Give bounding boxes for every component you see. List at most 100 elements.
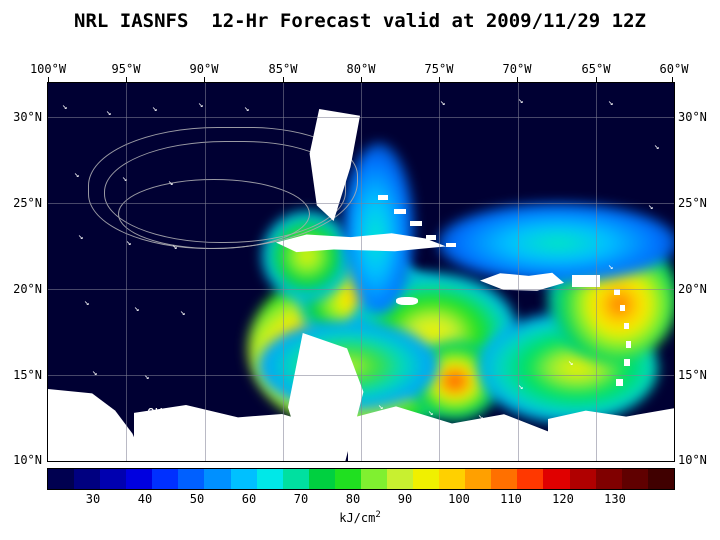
wind-vector: ↘ [84,298,90,308]
colorbar-tick-label: 80 [345,492,361,506]
gridline-lon [361,83,362,461]
colorbar-swatch [308,469,335,489]
wind-vector: ↘ [78,232,84,242]
colorbar-tick-label: 70 [293,492,309,506]
land-mass [446,243,456,247]
wind-vector: ↘ [568,358,574,368]
gridline-lon [518,83,519,461]
land-mass [396,297,418,305]
colorbar-swatch [334,469,361,489]
colorbar-tick-label: 90 [397,492,413,506]
colorbar-unit: kJ/cm2 [0,510,720,525]
colorbar-swatch [569,469,596,489]
colorbar-tick-label: 110 [500,492,522,506]
lon-tick-label: 100°W [29,62,67,76]
wind-vector: ↘ [478,412,484,422]
contour-line [118,179,310,249]
lon-tick-label: 80°W [346,62,376,76]
wind-vector: ↘ [180,308,186,318]
lon-tick [48,77,49,82]
land-mass [614,289,620,295]
lon-tick [517,77,518,82]
wind-vector: ↘ [648,202,654,212]
colorbar-swatch [413,469,440,489]
colorbar-swatch [647,469,674,489]
lat-tick-label: 25°N [13,196,42,210]
wind-vector: ↘ [440,98,446,108]
land-mass [548,408,674,461]
wind-vector: ↘ [428,408,434,418]
colorbar-swatch [360,469,388,489]
lon-tick-label: 95°W [111,62,141,76]
colorbar-tick-label: 130 [604,492,626,506]
colorbar-tick-label: 100 [448,492,470,506]
wind-vector: ↘ [334,382,340,392]
wind-vector: ↘ [152,104,158,114]
colorbar-unit-text: kJ/cm [339,511,376,525]
wind-vector: ↘ [74,170,80,180]
land-mass [620,305,625,311]
page-title: NRL IASNFS 12-Hr Forecast valid at 2009/… [74,10,646,32]
wind-vector: ↘ [198,100,204,110]
colorbar-swatch [256,469,283,489]
wind-vector: ↘ [92,368,98,378]
land-mass [480,272,564,291]
wind-vector: ↘ [144,372,150,382]
colorbar-swatch [282,469,309,489]
wind-vector: ↘ [122,174,128,184]
land-mass [394,209,406,214]
wind-vector: ↘ [106,108,112,118]
land-mass [410,221,422,226]
colorbar [47,468,675,490]
gridline-lon [596,83,597,461]
wind-vector: ↘ [654,142,660,152]
lat-tick-label: 30°N [678,110,707,124]
colorbar-swatch [230,469,257,489]
colorbar-tick-label: 40 [137,492,153,506]
colorbar-swatch [178,469,205,489]
lat-tick-label: 10°N [678,453,707,467]
colorbar-unit-exponent: 2 [375,510,381,520]
lat-tick-label: 20°N [678,282,707,296]
colorbar-tick-label: 60 [241,492,257,506]
gridline-lat [48,117,674,118]
land-mass [48,389,144,461]
colorbar-tick-label: 120 [552,492,574,506]
wind-vector: ↘ [518,382,524,392]
gridline-lon [126,83,127,461]
colorbar-swatch [621,469,648,489]
colorbar-swatch [152,469,179,489]
lon-tick [204,77,205,82]
lon-tick-label: 85°W [268,62,298,76]
lat-tick-label: 20°N [13,282,42,296]
lon-tick [596,77,597,82]
land-mass [616,379,623,386]
gridline-lon [283,83,284,461]
lon-tick [126,77,127,82]
colorbar-swatch [126,469,153,489]
land-mass [426,235,436,240]
lon-tick-label: 90°W [189,62,219,76]
wind-vector: ↘ [608,262,614,272]
colorbar-tick-label: 50 [189,492,205,506]
lon-tick-label: 65°W [581,62,611,76]
lat-tick-label: 30°N [13,110,42,124]
colorbar-swatch [595,469,622,489]
lon-tick [439,77,440,82]
land-mass [626,341,631,348]
lat-tick-label: 15°N [13,368,42,382]
lon-tick [672,77,673,82]
wind-vector: ↘ [378,402,384,412]
lat-tick-label: 10°N [13,453,42,467]
colorbar-swatch [387,469,414,489]
wind-vector: ↘ [518,96,524,106]
colorbar-swatch [543,469,570,489]
ohc-label: OHC [147,407,171,422]
lon-tick [283,77,284,82]
colorbar-swatch [204,469,231,489]
lat-tick-label: 25°N [678,196,707,210]
colorbar-swatch [491,469,518,489]
land-mass [624,359,630,366]
gridline-lat [48,289,674,290]
